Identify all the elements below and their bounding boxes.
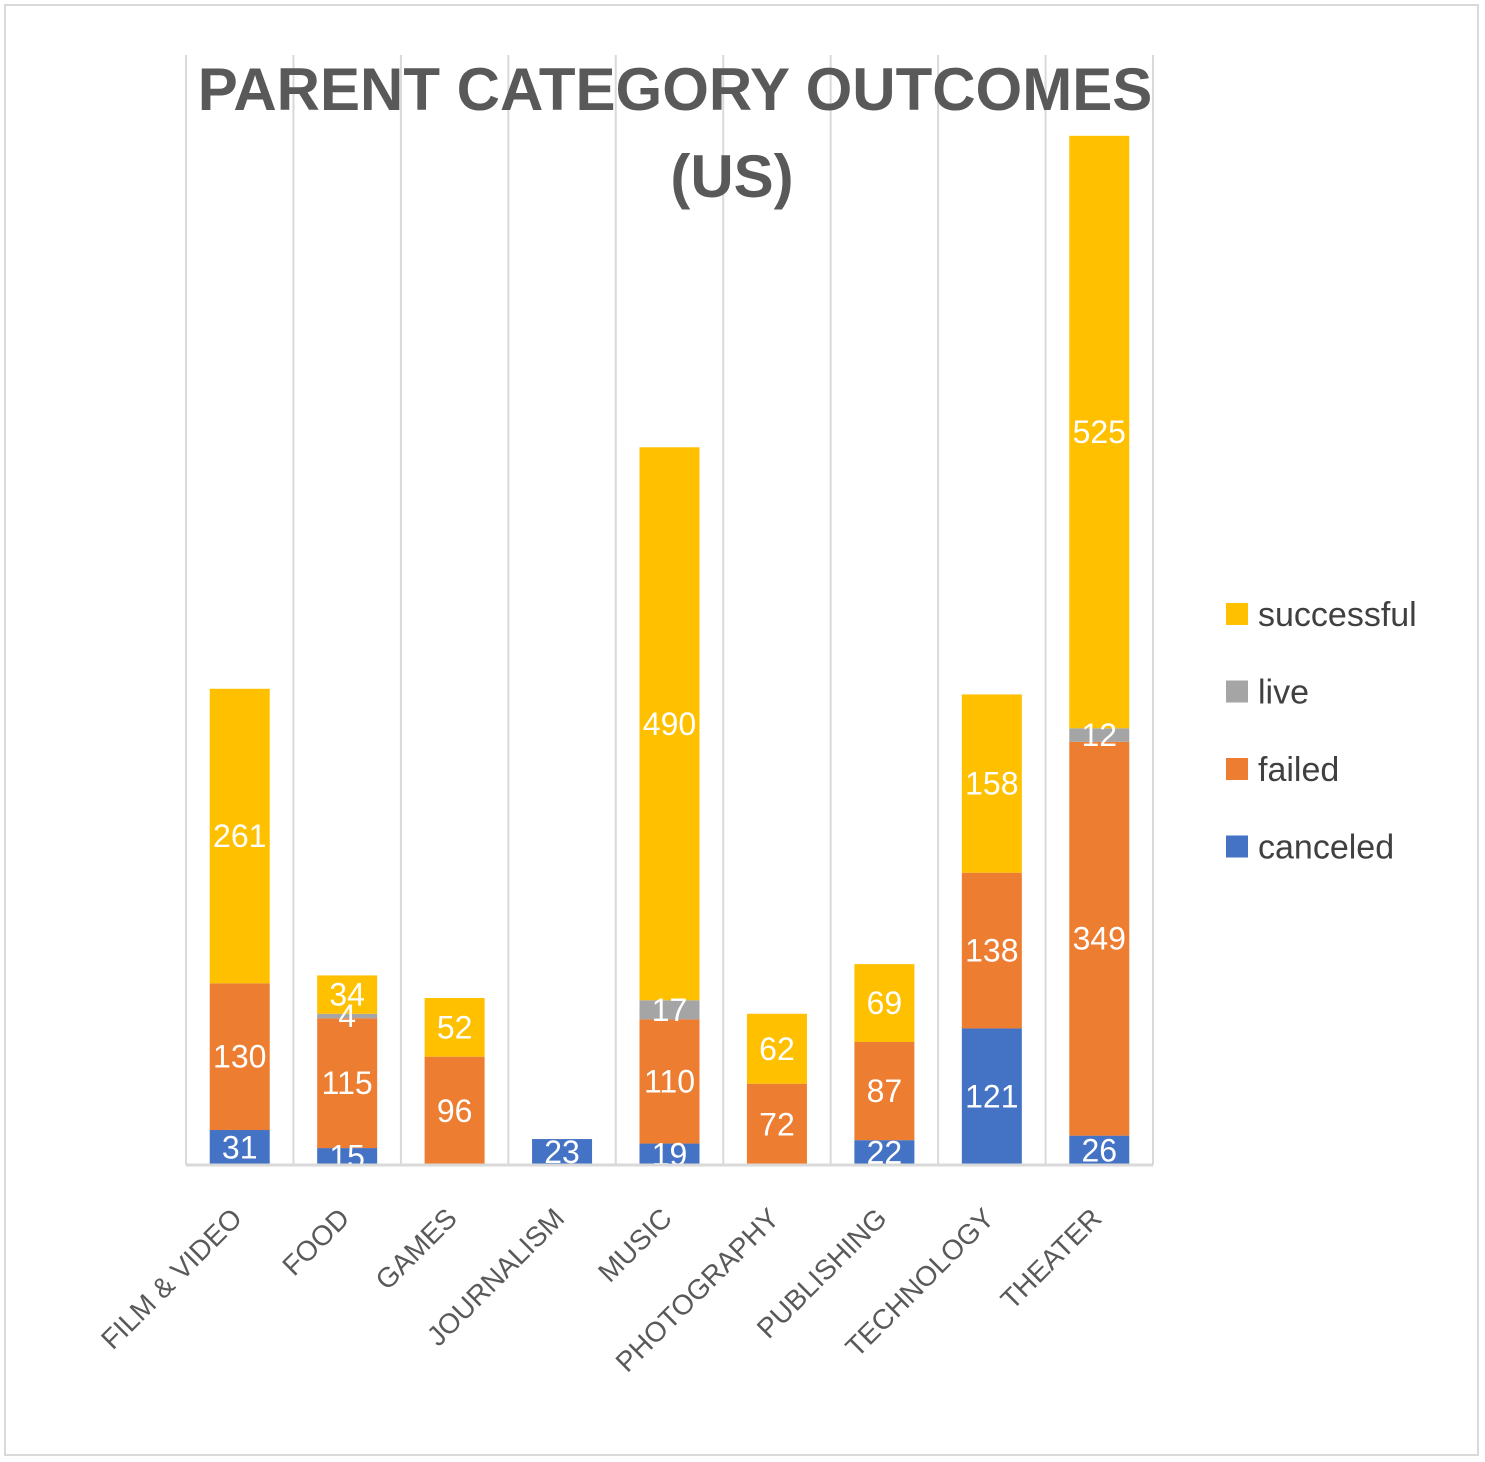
data-label-technology-successful: 158 — [965, 766, 1018, 802]
bar-technology-successful — [961, 694, 1022, 873]
bar-food-failed — [317, 1018, 378, 1149]
data-label-music-successful: 490 — [643, 706, 696, 742]
bar-food-successful — [317, 975, 378, 1014]
legend-label-failed: failed — [1258, 751, 1339, 789]
bar-publishing-canceled — [854, 1140, 915, 1165]
bars — [209, 135, 1130, 1165]
legend: successful live failed canceled — [1226, 596, 1417, 867]
chart-title-line-1: PARENT CATEGORY OUTCOMES — [198, 56, 1153, 123]
data-label-film-video-failed: 130 — [213, 1039, 266, 1075]
data-label-technology-failed: 138 — [965, 933, 1018, 969]
gridlines — [185, 55, 1154, 1165]
bar-journalism-canceled — [532, 1139, 593, 1165]
data-label-publishing-successful: 69 — [867, 985, 903, 1021]
data-label-games-successful: 52 — [437, 1009, 473, 1045]
bar-food-live — [317, 1013, 378, 1019]
data-label-theater-canceled: 26 — [1081, 1132, 1117, 1168]
data-label-theater-failed: 349 — [1073, 921, 1126, 957]
legend-label-canceled: canceled — [1258, 829, 1394, 867]
bar-photography-successful — [746, 1013, 807, 1084]
bar-music-canceled — [639, 1143, 700, 1165]
bar-food-canceled — [317, 1148, 378, 1165]
x-tick-label: FILM & VIDEO — [95, 1202, 248, 1355]
bar-technology-failed — [961, 872, 1022, 1029]
bar-film-video-canceled — [209, 1130, 270, 1165]
bar-music-failed — [639, 1019, 700, 1144]
bar-music-successful — [639, 447, 700, 1001]
bar-technology-canceled — [961, 1028, 1022, 1165]
legend-swatch-live — [1226, 680, 1248, 703]
data-label-photography-successful: 62 — [759, 1031, 795, 1067]
x-tick-label: FOOD — [276, 1202, 355, 1281]
x-tick-label: GAMES — [369, 1202, 462, 1295]
data-label-film-video-canceled: 31 — [222, 1130, 258, 1166]
data-label-music-live: 17 — [652, 992, 688, 1028]
bar-games-successful — [424, 997, 485, 1057]
data-label-food-live: 4 — [338, 998, 356, 1034]
data-label-food-successful: 34 — [329, 977, 365, 1013]
bar-theater-live — [1069, 728, 1130, 742]
legend-swatch-successful — [1226, 603, 1248, 625]
bar-photography-failed — [746, 1083, 807, 1165]
data-label-photography-failed: 72 — [759, 1106, 795, 1142]
data-label-games-failed: 96 — [437, 1093, 473, 1129]
bar-theater-canceled — [1069, 1135, 1130, 1165]
bar-games-failed — [424, 1056, 485, 1165]
data-label-technology-canceled: 121 — [965, 1079, 1018, 1115]
bar-film-video-failed — [209, 983, 270, 1131]
x-tick-label: THEATER — [995, 1202, 1108, 1315]
data-label-food-failed: 115 — [322, 1065, 373, 1101]
bar-publishing-successful — [854, 964, 915, 1042]
chart-title-line-2: (US) — [670, 143, 793, 210]
bar-theater-failed — [1069, 741, 1130, 1136]
bar-music-live — [639, 1000, 700, 1020]
x-tick-label: MUSIC — [592, 1202, 678, 1288]
legend-swatch-canceled — [1226, 835, 1248, 858]
bar-publishing-failed — [854, 1041, 915, 1141]
bar-theater-successful — [1069, 135, 1130, 729]
legend-label-successful: successful — [1258, 596, 1417, 634]
data-label-music-canceled: 19 — [652, 1136, 688, 1172]
data-label-food-canceled: 15 — [329, 1139, 365, 1175]
data-label-theater-live: 12 — [1081, 717, 1117, 753]
legend-label-live: live — [1258, 674, 1309, 712]
bar-film-video-successful — [209, 688, 270, 984]
legend-swatch-failed — [1226, 758, 1248, 780]
data-label-theater-successful: 525 — [1073, 414, 1126, 450]
data-label-film-video-successful: 261 — [213, 818, 266, 854]
data-label-music-failed: 110 — [644, 1063, 695, 1099]
data-label-publishing-failed: 87 — [867, 1073, 903, 1109]
